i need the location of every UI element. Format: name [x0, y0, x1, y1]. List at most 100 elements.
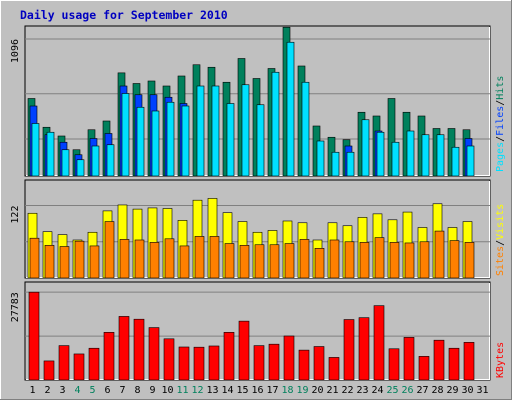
x-label-day-20: 20 — [311, 385, 323, 396]
bar-sites-day-22 — [344, 241, 355, 279]
bar-sites-day-9 — [149, 242, 160, 279]
x-axis-labels: 1 2 3 4 5 6 7 8 9 10 11 12 13 14 15 16 17 18 19 20 21 22 23 24 2… — [29, 385, 488, 396]
x-label-day-5: 5 — [89, 385, 95, 396]
bar-pages-day-11 — [181, 105, 190, 177]
bar-kbytes-day-14 — [223, 332, 235, 381]
bar-kbytes-day-6 — [103, 332, 115, 381]
bar-pages-day-4 — [76, 159, 85, 177]
x-label-day-31: 31 — [476, 385, 488, 396]
bar-pages-day-14 — [226, 103, 235, 177]
bar-pages-day-25 — [391, 141, 400, 177]
legend-sep-1: / — [495, 136, 506, 142]
bar-kbytes-day-16 — [253, 345, 265, 381]
bar-pages-day-23 — [361, 119, 370, 177]
bar-sites-day-26 — [404, 242, 415, 279]
bar-kbytes-day-12 — [193, 346, 205, 381]
legend-files: Files — [495, 106, 506, 136]
x-label-day-9: 9 — [149, 385, 155, 396]
bar-sites-day-18 — [284, 243, 295, 279]
bar-pages-day-17 — [271, 71, 280, 177]
bar-pages-day-28 — [436, 134, 445, 177]
bar-sites-day-19 — [299, 239, 310, 279]
bar-sites-day-28 — [434, 230, 445, 279]
bar-sites-day-29 — [449, 240, 460, 279]
x-label-day-12: 12 — [191, 385, 203, 396]
bar-pages-day-9 — [151, 110, 160, 177]
x-label-day-19: 19 — [296, 385, 308, 396]
bar-kbytes-day-27 — [418, 356, 430, 381]
legend-hits: Hits — [495, 76, 506, 100]
bar-kbytes-day-23 — [358, 317, 370, 381]
x-label-day-7: 7 — [119, 385, 125, 396]
x-label-day-13: 13 — [206, 385, 218, 396]
bar-kbytes-day-25 — [388, 348, 400, 381]
bar-pages-day-15 — [241, 84, 250, 177]
bar-kbytes-day-22 — [343, 319, 355, 381]
bar-sites-day-7 — [119, 239, 130, 279]
bar-kbytes-day-4 — [73, 353, 85, 381]
bar-kbytes-day-9 — [148, 327, 160, 381]
bar-kbytes-day-30 — [463, 342, 475, 381]
bar-sites-day-8 — [134, 239, 145, 279]
bar-kbytes-day-15 — [238, 320, 250, 381]
x-label-day-2: 2 — [44, 385, 50, 396]
bar-kbytes-day-10 — [163, 338, 175, 381]
x-label-day-11: 11 — [176, 385, 188, 396]
bar-kbytes-day-29 — [448, 347, 460, 381]
bar-kbytes-day-8 — [133, 318, 145, 381]
bar-kbytes-day-3 — [58, 345, 70, 381]
bar-sites-day-4 — [74, 240, 85, 279]
x-label-day-23: 23 — [356, 385, 368, 396]
bar-sites-day-21 — [329, 239, 340, 279]
bar-kbytes-day-28 — [433, 339, 445, 381]
bar-sites-day-11 — [179, 245, 190, 279]
bar-pages-day-2 — [46, 131, 55, 177]
bar-kbytes-day-26 — [403, 337, 415, 381]
x-label-day-10: 10 — [161, 385, 173, 396]
bar-sites-day-23 — [359, 242, 370, 279]
x-label-day-16: 16 — [251, 385, 263, 396]
bar-sites-day-6 — [104, 221, 115, 279]
bar-kbytes-day-11 — [178, 346, 190, 381]
bar-sites-day-10 — [164, 238, 175, 279]
x-label-day-24: 24 — [371, 385, 383, 396]
legend-sep-2: / — [495, 100, 506, 106]
legend-sep-3: / — [495, 240, 506, 246]
hits-ytick-label: 1096 — [10, 39, 21, 63]
x-label-day-14: 14 — [221, 385, 233, 396]
bar-sites-day-13 — [209, 236, 220, 279]
legend-sites: Sites — [495, 246, 506, 276]
bar-pages-day-29 — [451, 146, 460, 177]
bar-kbytes-day-19 — [298, 349, 310, 381]
bar-pages-day-12 — [196, 85, 205, 177]
bar-sites-day-5 — [89, 245, 100, 279]
bar-sites-day-3 — [59, 246, 70, 279]
legend-sites-visits: Sites/Visits — [495, 204, 506, 276]
bar-pages-day-7 — [121, 93, 130, 177]
bar-sites-day-1 — [29, 237, 40, 279]
x-label-day-8: 8 — [134, 385, 140, 396]
x-label-day-26: 26 — [401, 385, 413, 396]
bar-kbytes-day-24 — [373, 305, 385, 381]
bar-pages-day-20 — [316, 140, 325, 177]
bar-pages-day-22 — [346, 151, 355, 177]
bar-sites-day-27 — [419, 241, 430, 279]
x-label-day-4: 4 — [74, 385, 80, 396]
bar-pages-day-3 — [61, 149, 70, 177]
x-label-day-25: 25 — [386, 385, 398, 396]
bar-pages-day-18 — [286, 41, 295, 177]
x-label-day-1: 1 — [29, 385, 35, 396]
bar-pages-day-27 — [421, 134, 430, 177]
bar-pages-day-8 — [136, 106, 145, 177]
x-label-day-28: 28 — [431, 385, 443, 396]
legend-pages: Pages — [495, 142, 506, 172]
bar-pages-day-6 — [106, 144, 115, 177]
bar-pages-day-21 — [331, 151, 340, 177]
bar-sites-day-25 — [389, 242, 400, 279]
chart-title: Daily usage for September 2010 — [20, 8, 228, 22]
bar-pages-day-1 — [31, 123, 40, 177]
x-label-day-22: 22 — [341, 385, 353, 396]
x-label-day-29: 29 — [446, 385, 458, 396]
bar-hits-day-25 — [387, 98, 396, 177]
bar-kbytes-day-17 — [268, 343, 280, 381]
